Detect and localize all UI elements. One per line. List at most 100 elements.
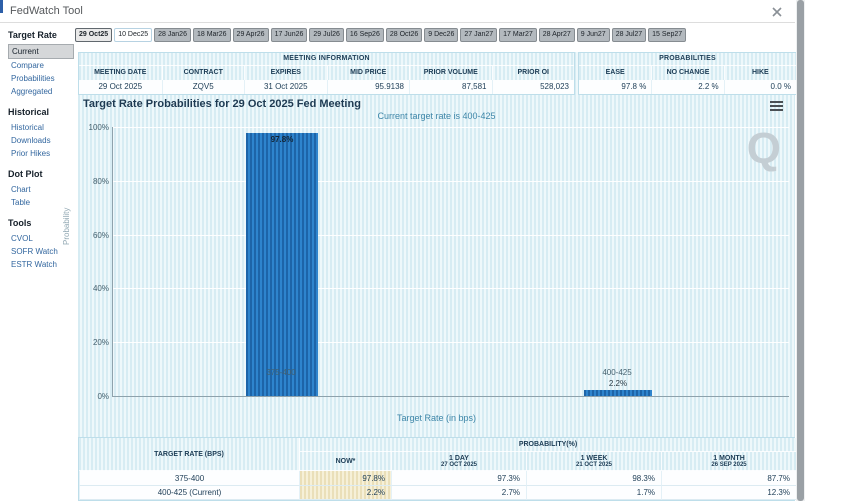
gridline <box>113 181 789 182</box>
scrollbar-thumb[interactable] <box>797 0 804 501</box>
close-icon[interactable] <box>770 5 784 19</box>
column-header: MID PRICE <box>326 66 410 80</box>
meeting-tab[interactable]: 29 Apr26 <box>232 28 269 42</box>
column-label: 1 WEEK <box>580 454 608 462</box>
sidebar-item-cvol[interactable]: CVOL <box>11 234 33 243</box>
gridline <box>113 288 789 289</box>
y-axis-tick: 100% <box>88 123 109 132</box>
meeting-tab[interactable]: 9 Jun27 <box>576 28 610 42</box>
y-axis-title: Probability <box>62 207 71 245</box>
expires-value: 31 Oct 2025 <box>244 80 327 94</box>
column-header: NO CHANGE <box>651 66 723 80</box>
meeting-tab[interactable]: 15 Sep27 <box>648 28 687 42</box>
meeting-date-tabs: 29 Oct25 10 Dec25 28 Jan26 18 Mar26 29 A… <box>75 28 687 42</box>
sidebar-section-target-rate: Target Rate <box>8 30 57 40</box>
x-axis-tick: 375-400 <box>266 368 296 377</box>
hike-value: 0.0 % <box>723 80 796 94</box>
y-axis-tick: 20% <box>92 338 109 347</box>
bar-value-label: 97.8% <box>270 135 294 144</box>
meeting-tab[interactable]: 28 Jan26 <box>154 28 191 42</box>
column-header: PRIOR VOLUME <box>409 66 492 80</box>
probabilities-summary-table: PROBABILITIES EASE NO CHANGE HIKE 97.8 %… <box>578 52 797 95</box>
bar-value-label: 2.2% <box>608 379 628 388</box>
meeting-information-values: 29 Oct 2025 ZQV5 31 Oct 2025 95.9138 87,… <box>79 80 574 94</box>
sidebar-item-dot-plot-chart[interactable]: Chart <box>11 185 31 194</box>
column-header: PRIOR OI <box>491 66 575 80</box>
meeting-tab[interactable]: 29 Jul26 <box>309 28 344 42</box>
sidebar-section-dot-plot: Dot Plot <box>8 169 43 179</box>
meeting-tab[interactable]: 27 Jan27 <box>460 28 498 42</box>
chart-menu-icon[interactable] <box>770 101 783 113</box>
table-cell-day: 97.3% <box>391 471 526 486</box>
y-axis-tick: 80% <box>92 177 109 186</box>
meeting-tab[interactable]: 17 Mar27 <box>499 28 537 42</box>
x-axis-tick: 400-425 <box>602 368 632 377</box>
sidebar-item-dot-plot-table[interactable]: Table <box>11 198 31 207</box>
page-title: FedWatch Tool <box>10 5 83 17</box>
column-label: 1 MONTH <box>713 454 745 462</box>
target-rate-probability-chart: Target Rate Probabilities for 29 Oct 202… <box>62 95 795 432</box>
no-change-value: 2.2 % <box>651 80 723 94</box>
meeting-information-headers: MEETING DATE CONTRACT EXPIRES MID PRICE … <box>79 66 574 80</box>
table-cell-week: 1.7% <box>526 486 661 500</box>
meeting-tab[interactable]: 10 Dec25 <box>114 28 153 42</box>
meeting-information-title: MEETING INFORMATION <box>79 53 574 66</box>
column-header: EASE <box>605 69 625 76</box>
table-cell-day: 2.7% <box>391 486 526 500</box>
sidebar-item-historical[interactable]: Historical <box>11 123 44 132</box>
meeting-tab[interactable]: 16 Sep26 <box>345 28 384 42</box>
column-date: 27 OCT 2025 <box>440 461 478 468</box>
chart-subtitle: Current target rate is 400-425 <box>377 111 496 121</box>
sidebar-item-aggregated[interactable]: Aggregated <box>11 87 53 96</box>
meeting-tab[interactable]: 29 Oct25 <box>75 28 113 42</box>
sidebar-section-tools: Tools <box>8 218 32 228</box>
header-divider <box>0 22 795 23</box>
meeting-tab[interactable]: 17 Jun26 <box>270 28 308 42</box>
vertical-scrollbar[interactable] <box>796 0 805 501</box>
x-axis-title: Target Rate (in bps) <box>396 413 477 423</box>
sidebar-item-downloads[interactable]: Downloads <box>11 136 51 145</box>
now-column-header: NOW* <box>299 452 391 471</box>
meeting-information-table: MEETING INFORMATION MEETING DATE CONTRAC… <box>78 52 575 95</box>
mid-price-value: 95.9138 <box>326 80 410 94</box>
contract-value: ZQV5 <box>161 80 245 94</box>
column-header: CONTRACT <box>161 66 245 80</box>
sidebar-item-current[interactable]: Current <box>8 44 74 59</box>
probabilities-title: PROBABILITIES <box>579 53 796 66</box>
sidebar-item-prior-hikes[interactable]: Prior Hikes <box>11 149 51 158</box>
window-corner-accent <box>0 0 3 13</box>
chart-title: Target Rate Probabilities for 29 Oct 202… <box>83 98 361 110</box>
probability-bar: 2.2% <box>584 379 652 396</box>
column-header: HIKE <box>723 66 796 80</box>
table-cell-month: 12.3% <box>661 486 796 500</box>
y-axis-tick: 40% <box>92 284 109 293</box>
gridline <box>113 342 789 343</box>
probability-bar: 97.8% <box>246 133 318 396</box>
meeting-tab[interactable]: 9 Dec26 <box>424 28 459 42</box>
column-header: EXPIRES <box>244 66 327 80</box>
probability-group-header: PROBABILITY(%) <box>299 438 796 452</box>
sidebar-item-compare[interactable]: Compare <box>11 61 44 70</box>
quikstrike-watermark: Q <box>746 124 781 173</box>
sidebar-item-estr-watch[interactable]: ESTR Watch <box>11 260 57 269</box>
meeting-tab[interactable]: 28 Oct26 <box>385 28 423 42</box>
prior-oi-value: 528,023 <box>491 80 575 94</box>
table-cell-month: 87.7% <box>661 471 796 486</box>
meeting-tab[interactable]: 28 Apr27 <box>538 28 575 42</box>
probability-history-table: TARGET RATE (BPS) PROBABILITY(%) NOW* 1 … <box>78 437 796 501</box>
table-row-range: 400-425 (Current) <box>79 486 299 500</box>
one-month-column-header: 1 MONTH 26 SEP 2025 <box>661 452 796 471</box>
meeting-tab[interactable]: 28 Jul27 <box>611 28 647 42</box>
sidebar-item-probabilities[interactable]: Probabilities <box>11 74 55 83</box>
meeting-tab[interactable]: 18 Mar26 <box>192 28 231 42</box>
ease-value: 97.8 % <box>621 82 647 91</box>
column-date: 21 OCT 2025 <box>575 461 613 468</box>
target-rate-bps-header: TARGET RATE (BPS) <box>79 438 299 471</box>
column-date: 26 SEP 2025 <box>711 461 747 468</box>
sidebar-item-sofr-watch[interactable]: SOFR Watch <box>11 247 58 256</box>
sidebar-section-historical: Historical <box>8 107 50 117</box>
probabilities-values: 97.8 % 2.2 % 0.0 % <box>579 80 796 94</box>
one-day-column-header: 1 DAY 27 OCT 2025 <box>391 452 526 471</box>
prior-volume-value: 87,581 <box>409 80 492 94</box>
